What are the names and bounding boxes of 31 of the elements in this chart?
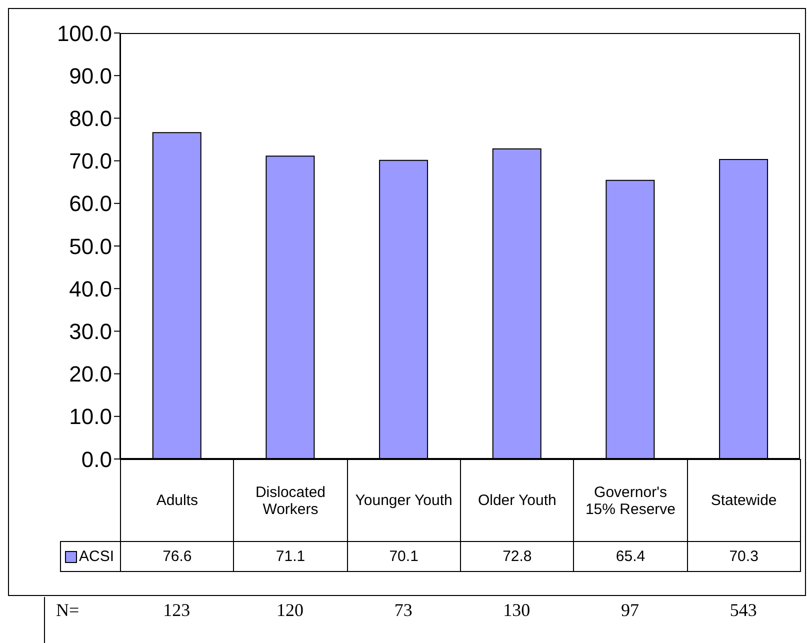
x-tick-label: Statewide [686,459,801,542]
y-tick-label: 40.0 [69,276,112,302]
y-tick-label: 100.0 [56,20,112,46]
x-tick-label: Older Youth [460,459,574,542]
text: 120 [275,600,304,621]
text: N= [56,600,80,621]
y-tick-label: 70.0 [69,148,112,174]
y-tick-label: 0.0 [81,446,112,472]
x-tick-label: Adults [120,459,234,542]
y-tick-label: 30.0 [69,319,112,344]
text: 130 [502,600,532,621]
x-tick-label: Governor's 15% Reserve [573,459,688,542]
x-tick-label: Dislocated Workers [233,459,348,542]
y-tick-label: 60.0 [69,191,112,216]
data-label: 76.6 [120,541,234,572]
data-label: 71.1 [233,541,348,572]
text: 97 [620,600,640,621]
data-label: 72.8 [460,541,574,572]
data-label: 70.1 [346,541,461,572]
data-label: 70.3 [686,541,801,572]
y-tick-label: 80.0 [69,106,112,132]
x-tick-label: Younger Youth [346,459,461,542]
y-tick-label: 90.0 [69,63,112,88]
text: 73 [393,600,414,621]
y-tick-label: 50.0 [69,234,112,259]
text: 123 [162,600,192,621]
y-tick-label: 20.0 [69,362,112,387]
data-label: 65.4 [573,541,688,572]
legend-label: ACSI [60,541,121,572]
text: 543 [728,600,758,621]
y-tick-label: 10.0 [69,404,112,430]
